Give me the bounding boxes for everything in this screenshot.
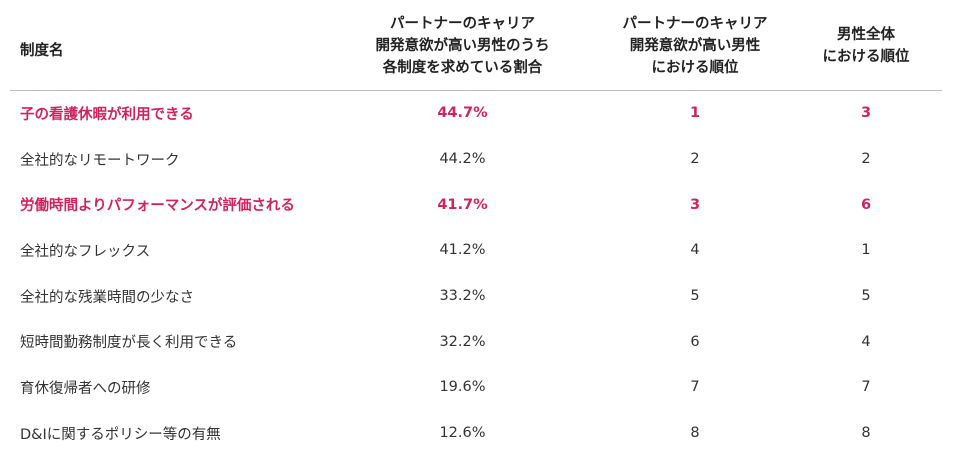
row-rank-partner: 2	[690, 151, 700, 168]
table-body: 子の看護休暇が利用できる 44.7% 1 3 全社的なリモートワーク 44.2%…	[10, 90, 942, 456]
row-percentage: 19.6%	[439, 379, 486, 396]
table-row: 労働時間よりパフォーマンスが評価される 41.7% 3 6	[10, 182, 942, 228]
row-rank-all: 6	[860, 196, 872, 213]
table-row: D&Iに関するポリシー等の有無 12.6% 8 8	[10, 410, 942, 456]
ranking-table: 制度名 パートナーのキャリア 開発意欲が高い男性のうち 各制度を求めている割合 …	[10, 8, 942, 456]
row-rank-partner: 1	[689, 105, 701, 122]
row-name: 全社的なリモートワーク	[20, 152, 180, 169]
row-rank-all: 1	[861, 242, 871, 259]
row-name: 全社的なフレックス	[20, 243, 151, 260]
row-rank-partner: 8	[690, 425, 700, 442]
row-percentage: 44.7%	[437, 105, 488, 122]
header-name: 制度名	[10, 8, 365, 91]
row-rank-all: 4	[861, 333, 871, 350]
row-name: 労働時間よりパフォーマンスが評価される	[20, 198, 295, 215]
row-rank-partner: 7	[690, 379, 700, 396]
row-name: 子の看護休暇が利用できる	[20, 106, 194, 123]
row-rank-all: 8	[861, 425, 871, 442]
row-percentage: 41.7%	[437, 196, 488, 213]
header-row: 制度名 パートナーのキャリア 開発意欲が高い男性のうち 各制度を求めている割合 …	[10, 8, 942, 91]
row-rank-partner: 6	[690, 333, 700, 350]
table-row: 全社的な残業時間の少なさ 33.2% 5 5	[10, 273, 942, 319]
header-rank-partner: パートナーのキャリア 開発意欲が高い男性 における順位	[600, 8, 790, 91]
row-percentage: 33.2%	[439, 288, 486, 305]
row-rank-partner: 3	[689, 196, 701, 213]
table-row: 子の看護休暇が利用できる 44.7% 1 3	[10, 90, 942, 136]
row-name: 育休復帰者への研修	[20, 380, 151, 397]
row-name: D&Iに関するポリシー等の有無	[20, 426, 221, 443]
row-rank-all: 2	[861, 151, 871, 168]
table-row: 育休復帰者への研修 19.6% 7 7	[10, 365, 942, 411]
row-rank-all: 3	[860, 105, 872, 122]
row-percentage: 12.6%	[439, 425, 486, 442]
table-row: 全社的なリモートワーク 44.2% 2 2	[10, 136, 942, 182]
row-rank-all: 7	[861, 379, 871, 396]
table-row: 全社的なフレックス 41.2% 4 1	[10, 228, 942, 274]
table-row: 短時間勤務制度が長く利用できる 32.2% 6 4	[10, 319, 942, 365]
row-name: 全社的な残業時間の少なさ	[20, 289, 194, 306]
row-rank-all: 5	[861, 288, 871, 305]
table-header: 制度名 パートナーのキャリア 開発意欲が高い男性のうち 各制度を求めている割合 …	[10, 8, 942, 91]
header-rank-all: 男性全体 における順位	[790, 8, 942, 91]
row-percentage: 41.2%	[439, 242, 486, 259]
row-name: 短時間勤務制度が長く利用できる	[20, 335, 238, 352]
row-percentage: 32.2%	[439, 333, 486, 350]
row-rank-partner: 4	[690, 242, 700, 259]
row-percentage: 44.2%	[439, 151, 486, 168]
header-percentage: パートナーのキャリア 開発意欲が高い男性のうち 各制度を求めている割合	[365, 8, 600, 91]
row-rank-partner: 5	[690, 288, 700, 305]
